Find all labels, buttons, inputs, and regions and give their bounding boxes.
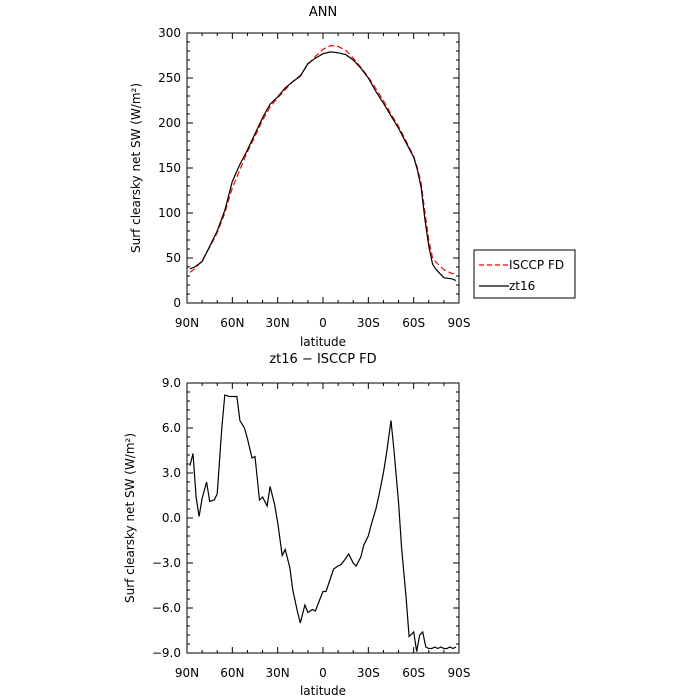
legend-label-isccp-fd: ISCCP FD [509,258,564,272]
x-tick-label: 60N [220,316,244,330]
panel2-y-axis: −9.0 −6.0 −3.0 0.0 3.0 6.0 9.0 [152,376,459,660]
y-tick-label: 6.0 [162,421,181,435]
panel2-x-axis: 90N 60N 30N 0 30S 60S 90S [175,383,471,680]
y-tick-label: 300 [158,26,181,40]
panel1-y-axis-label: Surf clearsky net SW (W/m²) [129,83,143,253]
x-tick-label: 30N [266,316,290,330]
legend: ISCCP FD zt16 [473,249,576,299]
y-tick-label: 9.0 [162,376,181,390]
panel1-y-axis: 0 50 100 150 200 250 300 [158,26,459,310]
panel2-series-lines [189,394,457,652]
legend-box [473,249,576,299]
panel1-series-lines [189,44,457,282]
x-tick-label: 60S [402,316,425,330]
x-tick-label: 30S [357,316,380,330]
series-line-isccp-fd [189,44,457,275]
x-tick-label: 0 [319,666,327,680]
y-tick-label: 250 [158,71,181,85]
y-tick-label: 200 [158,116,181,130]
panel1-x-axis: 90N 60N 30N 0 30S 60S 90S [175,33,471,330]
x-tick-label: 90S [448,666,471,680]
panel2-plot-frame [186,382,460,654]
y-tick-label: 3.0 [162,466,181,480]
panel1-plot-frame [186,32,460,304]
y-tick-label: −9.0 [152,646,181,660]
x-tick-label: 60N [220,666,244,680]
panel1-x-axis-label: latitude [300,335,346,349]
series-line-zt16 [189,51,457,282]
panel2-title: zt16 − ISCCP FD [269,352,376,367]
y-tick-label: 100 [158,206,181,220]
x-tick-label: 90S [448,316,471,330]
y-tick-label: 0.0 [162,511,181,525]
x-tick-label: 30S [357,666,380,680]
y-tick-label: 50 [166,251,181,265]
panel2-x-axis-label: latitude [300,684,346,698]
series-line-zt16-isccp-fd [189,394,457,652]
x-tick-label: 90N [175,666,199,680]
x-tick-label: 30N [266,666,290,680]
difference-panel: zt16 − ISCCP FD −9.0 −6.0 −3.0 0.0 3.0 6.0 9.0… [123,352,470,698]
x-tick-label: 90N [175,316,199,330]
legend-label-zt16: zt16 [509,279,535,293]
y-tick-label: 0 [173,296,181,310]
x-tick-label: 0 [319,316,327,330]
panel1-title: ANN [309,5,337,20]
panel2-y-axis-label: Surf clearsky net SW (W/m²) [123,433,137,603]
y-tick-label: −3.0 [152,556,181,570]
y-tick-label: 150 [158,161,181,175]
y-tick-label: −6.0 [152,601,181,615]
x-tick-label: 60S [402,666,425,680]
